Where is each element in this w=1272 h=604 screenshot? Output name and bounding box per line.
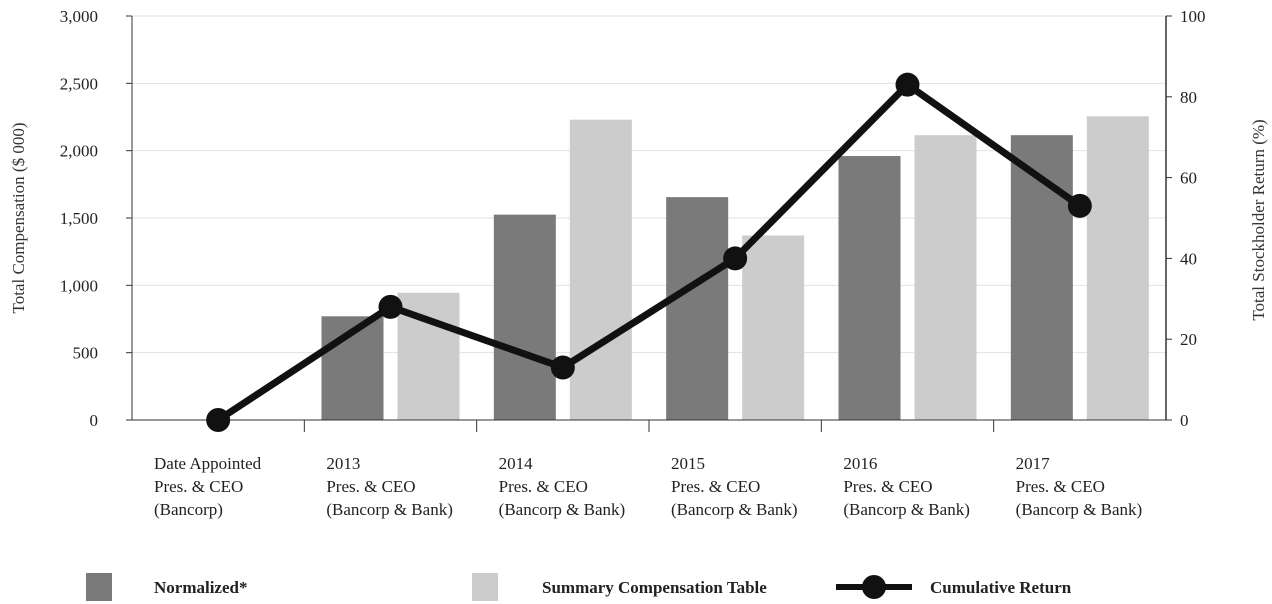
x-category-label: (Bancorp & Bank): [326, 500, 453, 519]
x-category-label: Pres. & CEO: [326, 477, 415, 496]
bar-normalized: [493, 214, 556, 420]
y-tick-label-left: 0: [90, 411, 99, 430]
y-tick-label-left: 3,000: [60, 7, 98, 26]
cumulative-return-point: [723, 246, 748, 271]
bar-summary: [914, 135, 977, 420]
bars: [321, 116, 1149, 421]
line-series: [206, 72, 1092, 432]
y-tick-label-left: 1,500: [60, 209, 98, 228]
y-axis-title-right: Total Stockholder Return (%): [1249, 119, 1268, 320]
x-category-label: Pres. & CEO: [499, 477, 588, 496]
bar-normalized: [666, 197, 729, 420]
x-category-label: (Bancorp & Bank): [671, 500, 798, 519]
x-category-label: (Bancorp & Bank): [1016, 500, 1143, 519]
right-axis-ticks: 0 20 40 60 80 100: [1166, 7, 1206, 430]
bar-summary: [569, 119, 632, 421]
x-category-label: Pres. & CEO: [843, 477, 932, 496]
x-axis-ticks: Date Appointed Pres. & CEO (Bancorp) 2013 Pr…: [154, 420, 1142, 519]
legend-label-cumulative: Cumulative Return: [930, 578, 1072, 597]
x-category-label: (Bancorp & Bank): [499, 500, 626, 519]
y-tick-label-left: 2,500: [60, 74, 98, 93]
x-category-label: Pres. & CEO: [154, 477, 243, 496]
legend-swatch-cumulative-marker: [862, 575, 886, 599]
y-tick-label-right: 20: [1180, 330, 1197, 349]
x-category-label: Date Appointed: [154, 454, 262, 473]
cumulative-return-point: [206, 408, 231, 432]
legend-swatch-summary: [472, 573, 498, 601]
x-category-label: 2017: [1016, 454, 1051, 473]
x-category-label: (Bancorp & Bank): [843, 500, 970, 519]
x-category-label: Pres. & CEO: [671, 477, 760, 496]
bar-summary: [1086, 116, 1149, 421]
y-axis-title-left: Total Compensation ($ 000): [9, 123, 28, 314]
x-category-label: (Bancorp): [154, 500, 223, 519]
y-tick-label-left: 2,000: [60, 142, 98, 161]
y-tick-label-right: 80: [1180, 88, 1197, 107]
cumulative-return-point: [1067, 193, 1092, 218]
left-axis-ticks: 0 500 1,000 1,500 2,000 2,500 3,000: [60, 7, 132, 430]
x-category-label: Pres. & CEO: [1016, 477, 1105, 496]
legend: Normalized* Summary Compensation Table C…: [86, 573, 1072, 601]
gridlines: [132, 15, 1166, 354]
bar-summary: [742, 235, 805, 420]
x-category-label: 2013: [326, 454, 360, 473]
y-tick-label-right: 60: [1180, 169, 1197, 188]
y-tick-label-right: 0: [1180, 411, 1189, 430]
y-tick-label-left: 500: [73, 344, 99, 363]
cumulative-return-point: [378, 294, 403, 319]
cumulative-return-point: [895, 72, 920, 97]
x-category-label: 2015: [671, 454, 705, 473]
legend-label-normalized: Normalized*: [154, 578, 247, 597]
y-tick-label-right: 40: [1180, 249, 1197, 268]
x-category-label: 2016: [843, 454, 877, 473]
legend-label-summary: Summary Compensation Table: [542, 578, 767, 597]
cumulative-return-line: [216, 80, 1082, 423]
x-category-label: 2014: [499, 454, 533, 473]
y-tick-label-right: 100: [1180, 7, 1206, 26]
y-tick-label-left: 1,000: [60, 276, 98, 295]
bar-normalized: [838, 156, 901, 420]
legend-swatch-normalized: [86, 573, 112, 601]
cumulative-return-point: [550, 355, 575, 380]
